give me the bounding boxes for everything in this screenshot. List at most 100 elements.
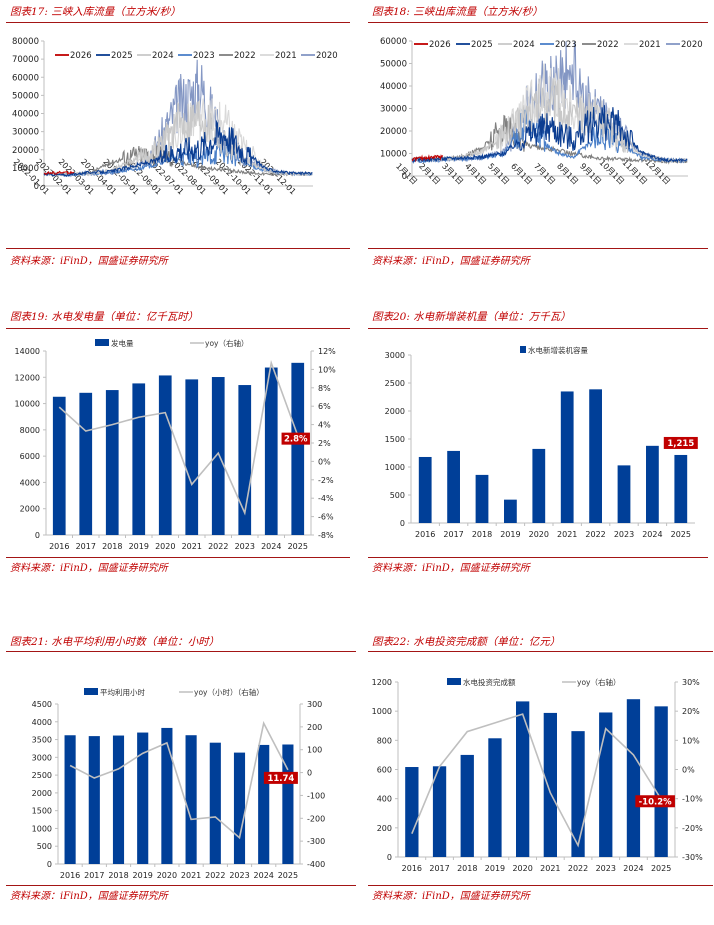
y-tick-label: 0 xyxy=(402,172,407,182)
y2-tick-label: 20% xyxy=(682,707,700,716)
y-tick-label: 1200 xyxy=(372,678,392,687)
y-tick-label: 4000 xyxy=(20,478,40,487)
x-tick-label: 2022 xyxy=(585,530,605,539)
x-tick-label: 2016 xyxy=(60,871,80,880)
x-tick-label: 2025 xyxy=(288,542,308,551)
y-tick-label: 400 xyxy=(377,795,392,804)
legend-label-line: yoy（小时）（右轴） xyxy=(194,687,264,697)
annotation-label: 11.74 xyxy=(267,774,294,784)
y2-tick-label: 10% xyxy=(318,365,336,374)
y-tick-label: 60000 xyxy=(380,37,407,47)
y-tick-label: 2500 xyxy=(32,771,52,780)
y-tick-label: 500 xyxy=(390,491,405,500)
y2-tick-label: 100 xyxy=(307,746,322,755)
y-tick-label: 30000 xyxy=(12,128,39,138)
source-divider xyxy=(6,557,350,558)
annotation-label: 2.8% xyxy=(284,435,308,445)
annotation-badge xyxy=(281,432,310,445)
series-line-2025 xyxy=(411,105,688,164)
legend-label-2021: 2021 xyxy=(275,51,297,61)
y2-tick-label: -10% xyxy=(682,795,703,804)
legend-label-2025: 2025 xyxy=(471,40,493,50)
yoy-line xyxy=(58,359,299,516)
x-tick-label: 2019 xyxy=(485,864,505,873)
legend-label-2024: 2024 xyxy=(513,40,535,50)
y2-tick-label: -30% xyxy=(682,853,703,862)
bar xyxy=(52,396,66,535)
chart-22-title: 图表22: 水电投资完成额（单位：亿元） xyxy=(372,636,561,648)
bar xyxy=(282,744,294,864)
bar xyxy=(418,456,432,523)
x-tick-label: 2024 xyxy=(254,871,274,880)
legend-label-2024: 2024 xyxy=(152,51,174,61)
y2-tick-label: -300 xyxy=(307,837,325,846)
bar xyxy=(504,499,517,523)
bar xyxy=(258,744,270,864)
x-tick-label: 2016 xyxy=(49,542,69,551)
y2-tick-label: -2% xyxy=(318,476,334,485)
yoy-line xyxy=(69,720,289,840)
legend-label-bar: 发电量 xyxy=(111,338,134,348)
legend-label-2020: 2020 xyxy=(316,51,338,61)
y-tick-label: 50000 xyxy=(12,91,39,101)
bar xyxy=(432,766,447,857)
y2-tick-label: 8% xyxy=(318,384,331,393)
source-divider xyxy=(368,557,708,558)
x-tick-label: 2022 xyxy=(205,871,225,880)
bar xyxy=(79,392,93,535)
series-line-2024 xyxy=(44,101,313,177)
annotation-badge xyxy=(263,771,298,784)
y2-tick-label: -200 xyxy=(307,814,325,823)
bar xyxy=(560,391,574,523)
chart-22-svg: 0 200 400 600 800 1000 1200 2016 2017 2018 2019 202… xyxy=(372,677,703,873)
y2-tick-label: 0% xyxy=(682,766,695,775)
x-tick-label: 2020 xyxy=(512,864,532,873)
x-tick-label: 8月1日 xyxy=(555,162,580,187)
y-tick-label: 80000 xyxy=(12,37,39,47)
y-tick-label: 3000 xyxy=(385,351,405,360)
x-tick-label: 2016 xyxy=(415,530,435,539)
x-tick-label: 2020 xyxy=(155,542,175,551)
title-divider xyxy=(368,22,708,23)
chart-21-svg: 0500100015002000250030003500400045002016… xyxy=(32,687,326,880)
legend-swatch-bar xyxy=(447,678,461,685)
legend-swatch-bar xyxy=(520,346,526,353)
y-tick-label: 1500 xyxy=(385,435,405,444)
y2-tick-label: 10% xyxy=(682,736,700,745)
annotation-label: 1,215 xyxy=(667,439,694,449)
y-tick-label: 0 xyxy=(400,519,405,528)
y-tick-label: 500 xyxy=(37,842,52,851)
annotation-badge xyxy=(635,795,675,808)
bar xyxy=(209,742,221,864)
y2-tick-label: 12% xyxy=(318,347,336,356)
source-divider xyxy=(6,248,350,249)
panel-chart-17: 图表17: 三峡入库流量（立方米/秒） 0 10000 20000 30000 4000… xyxy=(0,0,357,270)
y-tick-label: 800 xyxy=(377,736,392,745)
y2-tick-label: -8% xyxy=(318,531,334,540)
y-tick-label: 2000 xyxy=(385,407,405,416)
y-tick-label: 1000 xyxy=(372,707,392,716)
chart-20-svg: 0 500 1000 1500 2000 2500 3000 2016 2017 2018 2019… xyxy=(385,345,698,539)
y2-tick-label: 300 xyxy=(307,700,322,709)
x-tick-label: 2023 xyxy=(235,542,255,551)
bar xyxy=(64,735,76,864)
x-tick-label: 2018 xyxy=(108,871,128,880)
y2-tick-label: 0% xyxy=(318,457,331,466)
chart-21-title: 图表21: 水电平均利用小时数（单位：小时） xyxy=(10,636,220,648)
title-divider xyxy=(368,651,713,652)
chart-19-source: 资料来源：iFinD，国盛证券研究所 xyxy=(10,563,168,574)
bar xyxy=(161,727,173,864)
x-tick-label: 6月1日 xyxy=(509,162,534,187)
y-tick-label: 8000 xyxy=(20,426,40,435)
bar xyxy=(488,738,502,857)
series-line-2026 xyxy=(43,170,74,176)
x-tick-label: 2016 xyxy=(402,864,422,873)
panel-chart-22: 图表22: 水电投资完成额（单位：亿元） 0 200 400 600 800 1000 12… xyxy=(362,630,714,905)
bar xyxy=(185,379,199,535)
source-divider xyxy=(368,885,713,886)
bar xyxy=(405,767,419,857)
y-tick-label: 10000 xyxy=(380,150,407,160)
y-tick-label: 2000 xyxy=(32,789,52,798)
chart-17-svg: 0 10000 20000 30000 40000 50000 60000 70000 8000… xyxy=(12,37,338,196)
y-tick-label: 20000 xyxy=(12,146,39,156)
